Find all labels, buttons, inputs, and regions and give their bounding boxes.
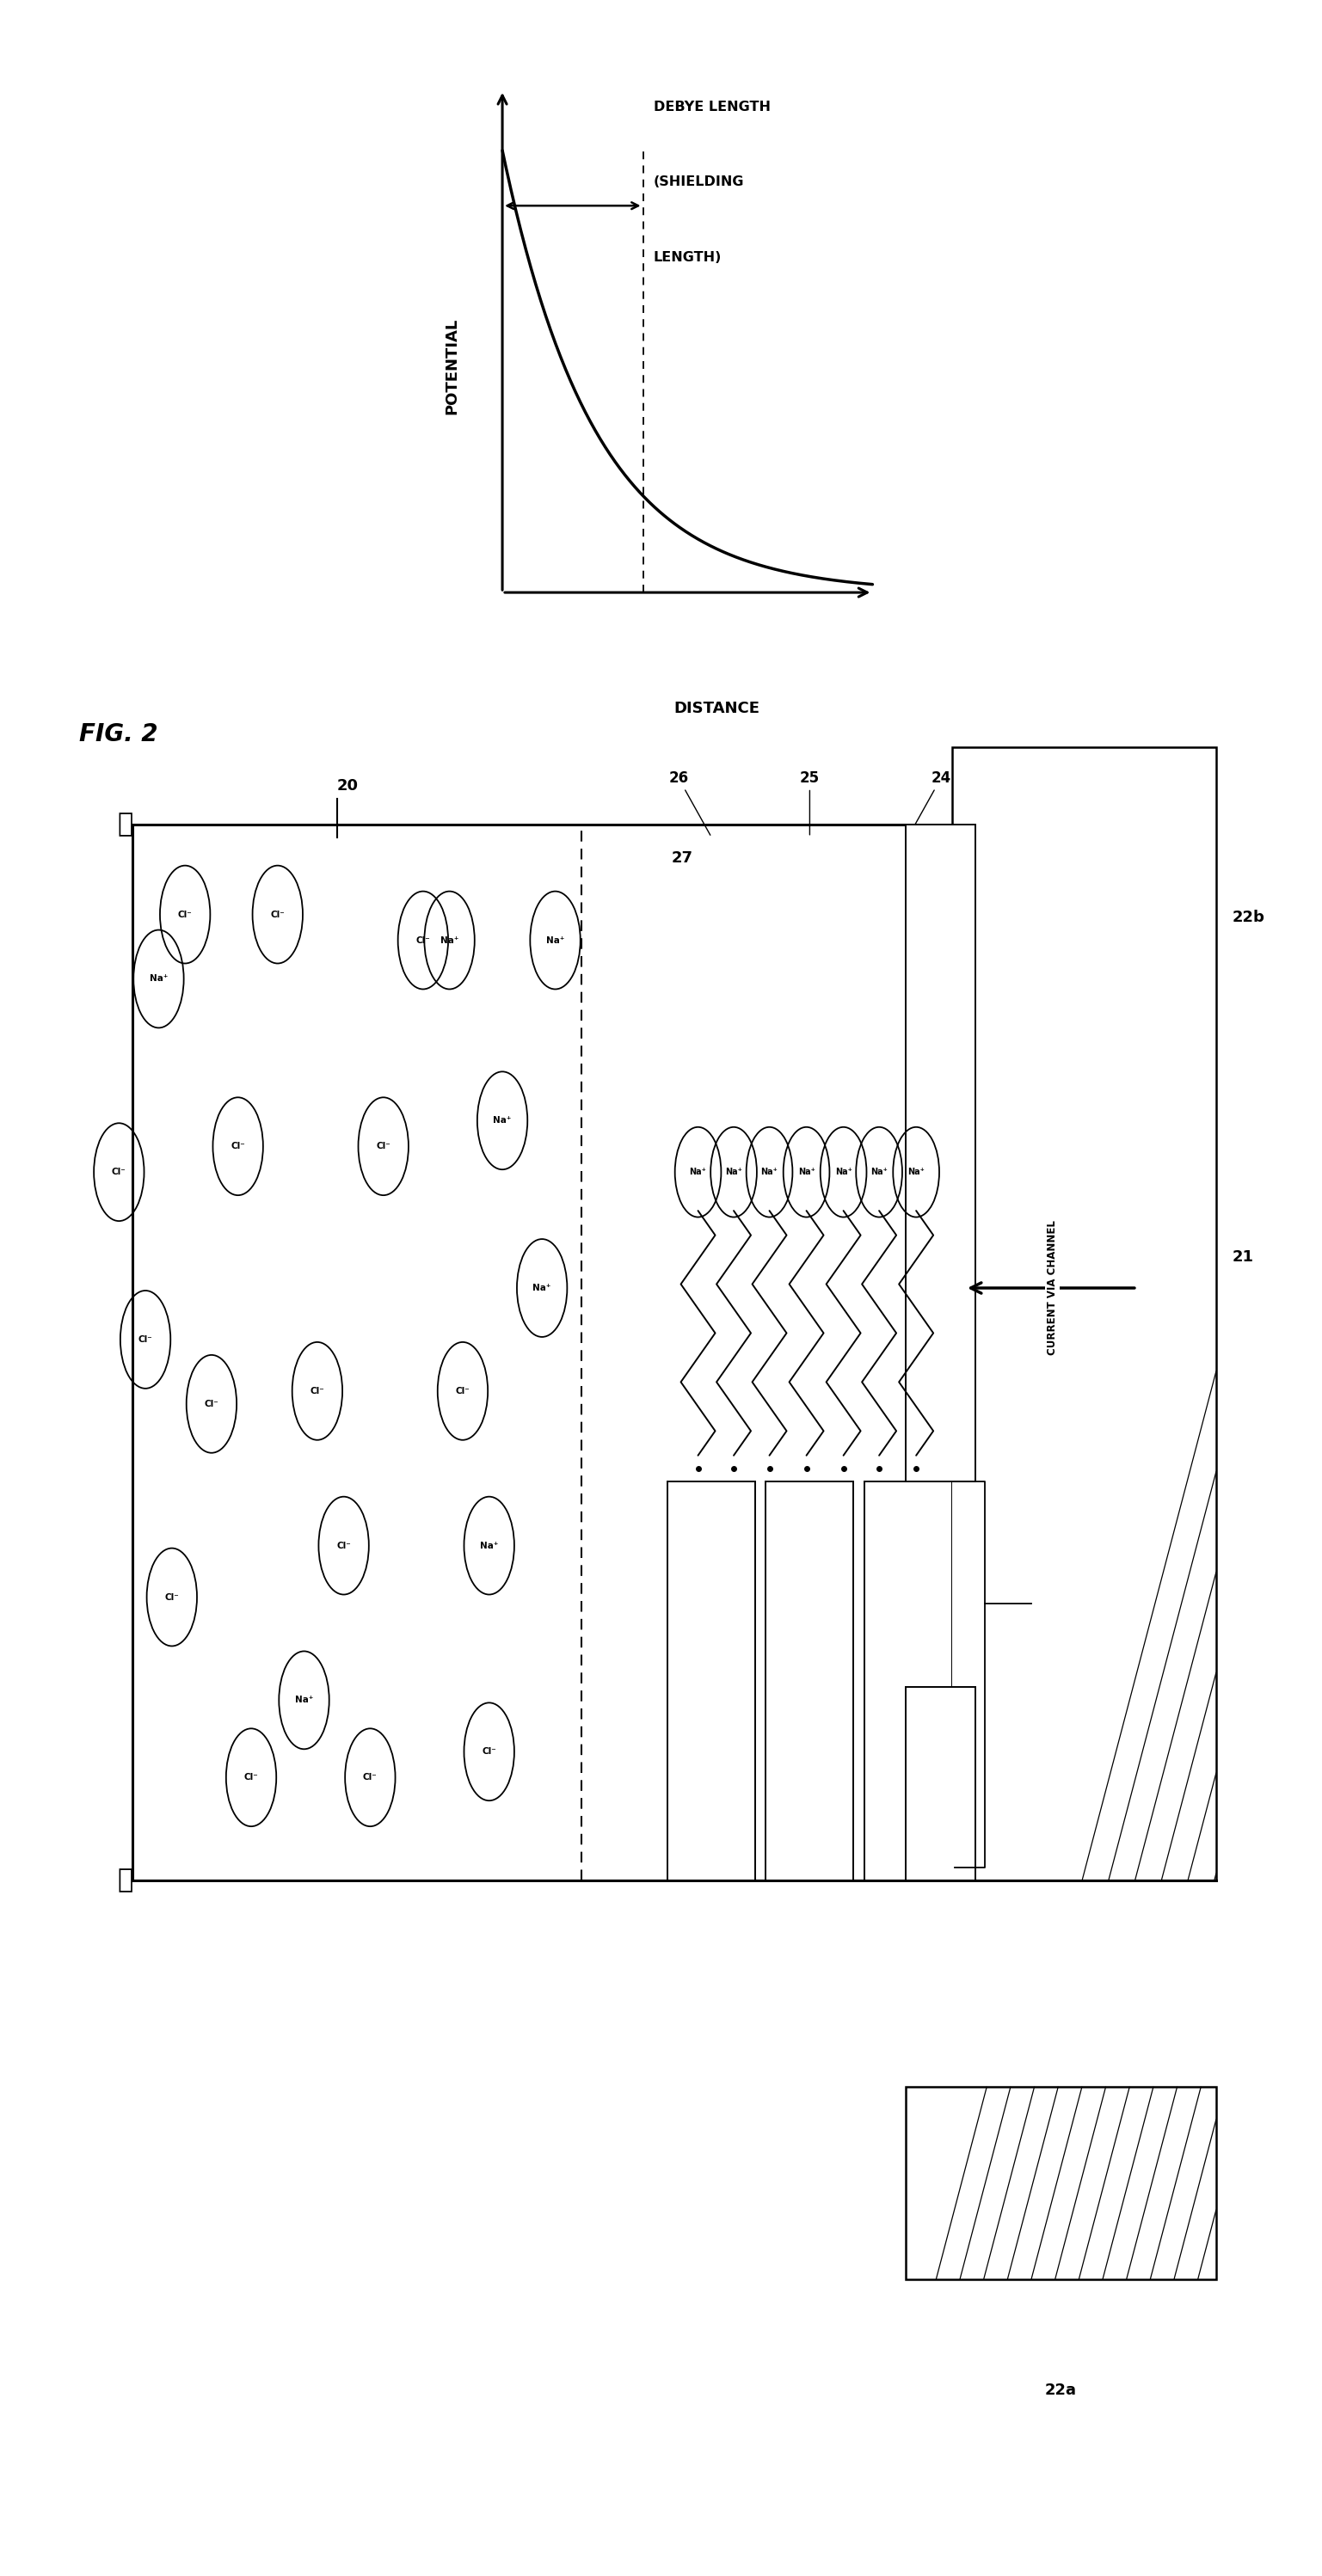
Text: Cl⁻: Cl⁻ [311,1386,324,1396]
Bar [765,1481,854,1880]
Text: Cl⁻: Cl⁻ [377,1141,390,1151]
Text: POTENTIAL: POTENTIAL [444,319,460,415]
Text: LENGTH): LENGTH) [653,250,722,263]
Bar [952,747,1216,1880]
Text: FIG. 2: FIG. 2 [79,721,159,747]
Text: Na⁺: Na⁺ [149,974,168,984]
Text: 25: 25 [800,770,820,835]
Text: Na⁺: Na⁺ [480,1540,498,1551]
Text: Na⁺: Na⁺ [761,1167,777,1177]
Text: Cl⁻: Cl⁻ [416,935,430,945]
Text: 26: 26 [669,770,710,835]
Text: Na⁺: Na⁺ [836,1167,851,1177]
Text: 21: 21 [1232,1249,1253,1265]
Text: Na⁺: Na⁺ [690,1167,706,1177]
Text: Na⁺: Na⁺ [546,935,564,945]
Text: Cl⁻: Cl⁻ [205,1399,218,1409]
Text: Na⁺: Na⁺ [295,1695,313,1705]
Text: Cl⁻: Cl⁻ [178,909,192,920]
Text: ∯: ∯ [118,1868,134,1893]
Text: Na⁺: Na⁺ [871,1167,887,1177]
Text: Na⁺: Na⁺ [440,935,459,945]
Text: Cl⁻: Cl⁻ [165,1592,178,1602]
Bar [952,747,1216,1880]
Text: CURRENT VIA CHANNEL: CURRENT VIA CHANNEL [1047,1221,1058,1355]
Text: Na⁺: Na⁺ [493,1115,512,1126]
Text: Cl⁻: Cl⁻ [231,1141,245,1151]
Text: Cl⁻: Cl⁻ [139,1334,152,1345]
Text: Cl⁻: Cl⁻ [337,1540,350,1551]
Text: 24: 24 [910,770,951,835]
Text: Na⁺: Na⁺ [533,1283,551,1293]
Bar [906,2087,1216,2280]
Text: Cl⁻: Cl⁻ [245,1772,258,1783]
Text: 20: 20 [337,778,358,793]
Text: Na⁺: Na⁺ [908,1167,924,1177]
Bar [668,1481,755,1880]
Text: (SHIELDING: (SHIELDING [653,175,744,188]
Text: Na⁺: Na⁺ [798,1167,814,1177]
Text: 22a: 22a [1044,2383,1077,2398]
Text: ∯: ∯ [118,811,134,837]
Bar [906,2087,1216,2280]
Text: DEBYE LENGTH: DEBYE LENGTH [653,100,771,113]
Text: 22b: 22b [1232,909,1265,925]
Text: Cl⁻: Cl⁻ [271,909,284,920]
Text: Cl⁻: Cl⁻ [112,1167,126,1177]
Text: 23: 23 [1038,1492,1059,1510]
Text: Cl⁻: Cl⁻ [483,1747,496,1757]
Text: 27: 27 [672,850,693,866]
Bar [952,1481,958,1880]
Text: Cl⁻: Cl⁻ [364,1772,377,1783]
Text: Cl⁻: Cl⁻ [456,1386,469,1396]
Text: DISTANCE: DISTANCE [674,701,760,716]
Bar [906,824,976,1481]
Bar [865,1481,952,1880]
Bar [906,1687,976,1880]
Text: Na⁺: Na⁺ [726,1167,742,1177]
